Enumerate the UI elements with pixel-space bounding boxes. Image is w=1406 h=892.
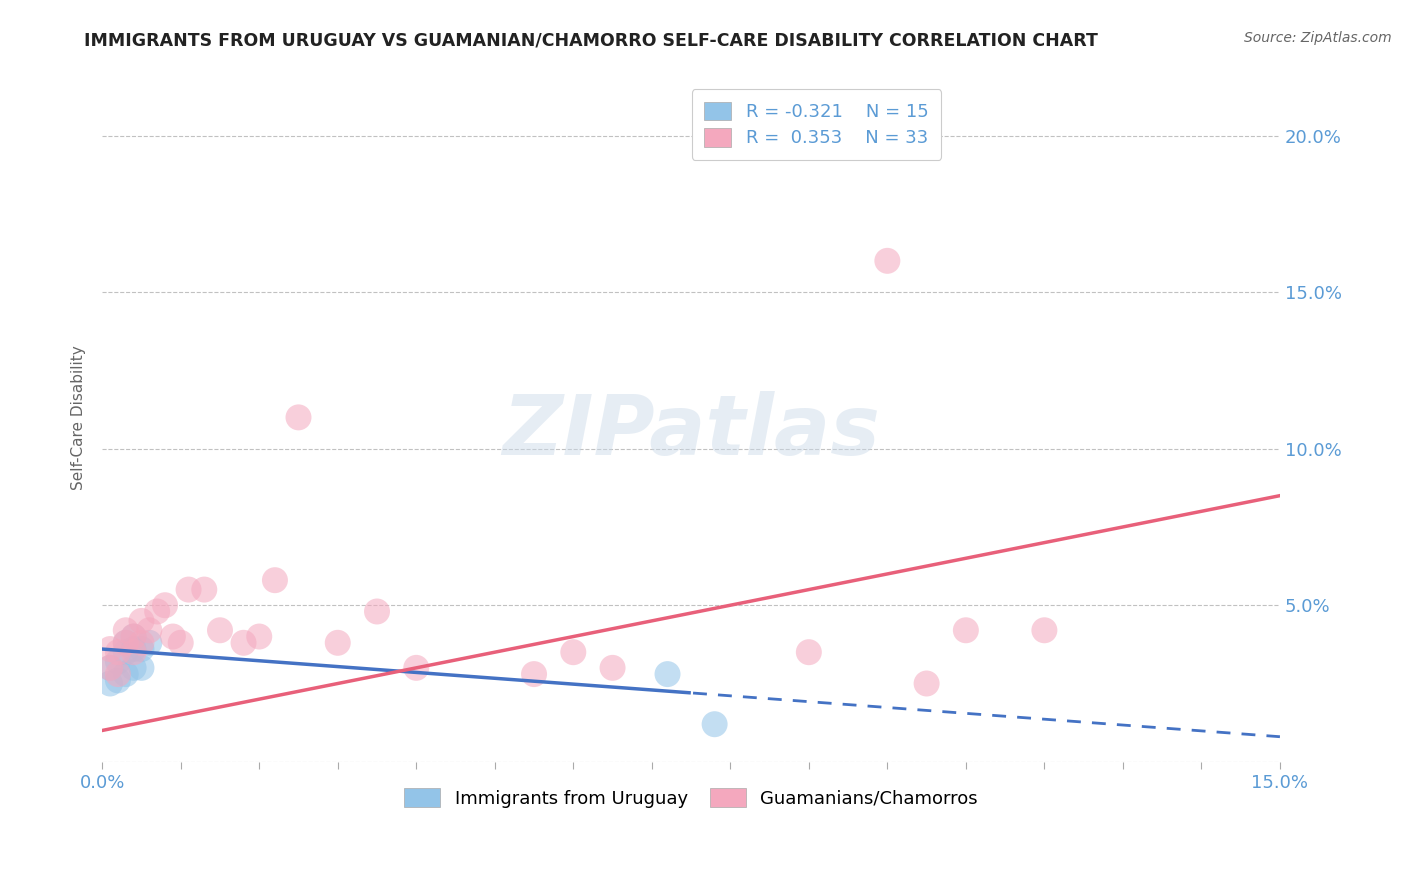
Point xyxy=(114,667,136,681)
Point xyxy=(146,605,169,619)
Text: Source: ZipAtlas.com: Source: ZipAtlas.com xyxy=(1244,31,1392,45)
Point xyxy=(122,661,145,675)
Legend: Immigrants from Uruguay, Guamanians/Chamorros: Immigrants from Uruguay, Guamanians/Cham… xyxy=(396,780,986,814)
Point xyxy=(703,717,725,731)
Point xyxy=(98,642,121,657)
Point xyxy=(114,624,136,638)
Point xyxy=(138,624,160,638)
Point xyxy=(797,645,820,659)
Point xyxy=(114,645,136,659)
Point xyxy=(98,676,121,690)
Point xyxy=(131,636,153,650)
Point xyxy=(122,630,145,644)
Point xyxy=(107,655,129,669)
Point xyxy=(876,253,898,268)
Point xyxy=(247,630,270,644)
Point xyxy=(405,661,427,675)
Point xyxy=(98,661,121,675)
Point xyxy=(162,630,184,644)
Point xyxy=(122,645,145,659)
Text: IMMIGRANTS FROM URUGUAY VS GUAMANIAN/CHAMORRO SELF-CARE DISABILITY CORRELATION C: IMMIGRANTS FROM URUGUAY VS GUAMANIAN/CHA… xyxy=(84,31,1098,49)
Point xyxy=(264,573,287,587)
Point xyxy=(657,667,679,681)
Point xyxy=(366,605,388,619)
Point xyxy=(523,667,546,681)
Point xyxy=(153,599,176,613)
Y-axis label: Self-Care Disability: Self-Care Disability xyxy=(72,345,86,490)
Point xyxy=(915,676,938,690)
Point xyxy=(114,636,136,650)
Point xyxy=(193,582,215,597)
Point xyxy=(131,661,153,675)
Point xyxy=(107,667,129,681)
Point xyxy=(562,645,585,659)
Point xyxy=(287,410,309,425)
Point xyxy=(131,614,153,628)
Point xyxy=(114,636,136,650)
Point xyxy=(326,636,349,650)
Text: ZIPatlas: ZIPatlas xyxy=(502,391,880,472)
Point xyxy=(122,642,145,657)
Point xyxy=(232,636,254,650)
Point xyxy=(107,645,129,659)
Point xyxy=(138,636,160,650)
Point xyxy=(98,661,121,675)
Point xyxy=(1033,624,1056,638)
Point xyxy=(208,624,231,638)
Point xyxy=(107,673,129,688)
Point xyxy=(177,582,200,597)
Point xyxy=(131,642,153,657)
Point xyxy=(122,630,145,644)
Point xyxy=(955,624,977,638)
Point xyxy=(170,636,193,650)
Point xyxy=(602,661,624,675)
